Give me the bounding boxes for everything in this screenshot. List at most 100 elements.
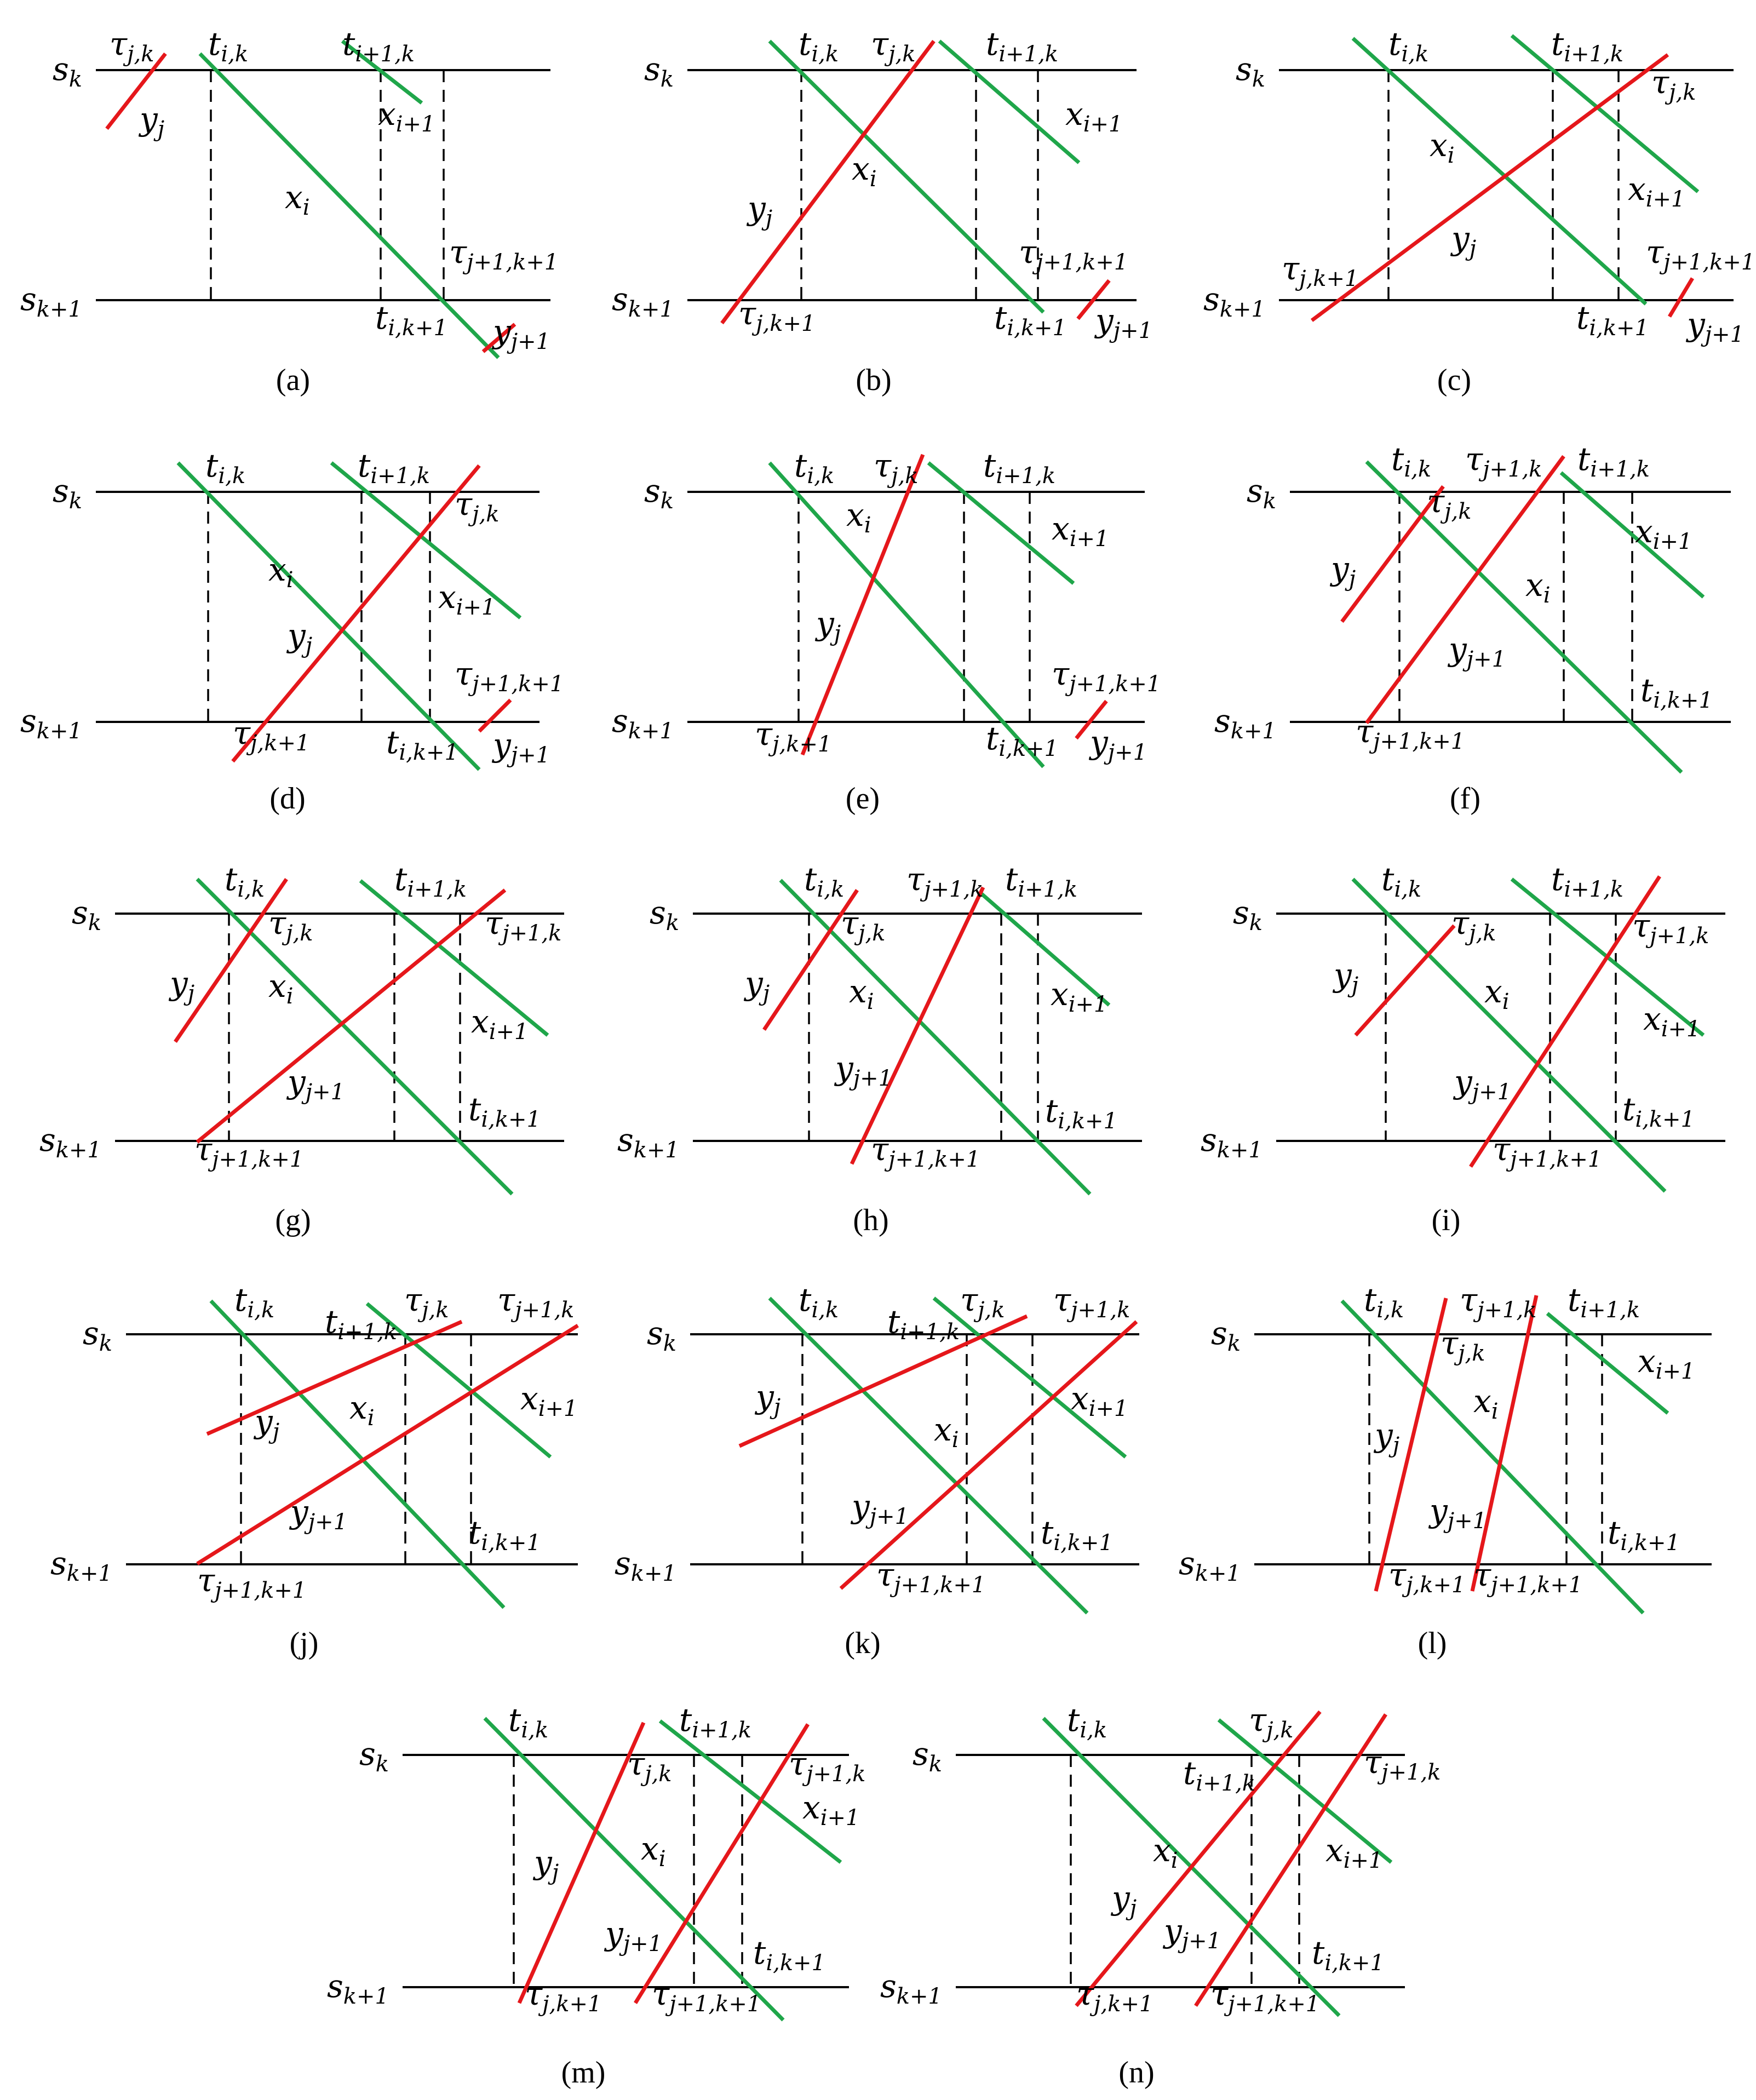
label-x-6-subscript: i+1	[538, 1396, 578, 1421]
label-x-4-subscript: i+1	[820, 1805, 860, 1831]
label-y-5: yj	[814, 605, 841, 646]
label-tau-6-base: τ	[1052, 655, 1070, 692]
label-y-4-base: y	[754, 1378, 774, 1415]
label-t-8-base: t	[1576, 299, 1589, 336]
station-label-sk: sk	[1236, 50, 1265, 92]
label-t-8: ti,k+1	[468, 1514, 541, 1556]
station-label-sk-subscript: k	[99, 1331, 112, 1356]
label-t-0-subscript: i,k	[237, 877, 265, 902]
label-y-7: yj+1	[1447, 630, 1506, 672]
label-tau-1-subscript: j,k	[1262, 1718, 1293, 1743]
label-tau-2-subscript: j,k	[468, 502, 499, 527]
label-tau-7: τj,k+1	[233, 714, 309, 756]
label-tau-3: τj,k	[1427, 483, 1471, 524]
label-t-0-subscript: i,k	[1394, 877, 1421, 902]
station-label-sk: sk	[72, 894, 101, 936]
label-x-4-base: x	[1052, 510, 1070, 547]
station-label-sk-subscript: k	[929, 1752, 942, 1777]
label-x-3: xi	[268, 551, 294, 593]
label-x-4: xi+1	[378, 95, 435, 137]
label-tau-2: τj,k	[268, 904, 313, 946]
label-y-7-base: y	[834, 1049, 854, 1087]
label-tau-2: τj+1,k	[1053, 1281, 1130, 1323]
station-label-sk1-subscript: k+1	[628, 297, 674, 322]
label-t-1-subscript: i,k	[221, 42, 248, 67]
label-tau-9-base: τ	[197, 1562, 215, 1599]
label-tau-2: τj,k	[1451, 904, 1496, 946]
label-tau-3: τj,k	[1441, 1324, 1485, 1366]
label-t-3: ti+1,k	[325, 1303, 397, 1345]
label-t-2: ti+1,k	[1577, 440, 1650, 482]
station-label-sk1-base: s	[50, 1545, 67, 1582]
train-y-line-2	[634, 1723, 810, 2004]
station-label-sk: sk	[359, 1735, 389, 1777]
label-x-5: xi+1	[1071, 1380, 1128, 1421]
station-label-sk1-subscript: k+1	[1195, 1561, 1241, 1586]
panel-caption: (i)	[1432, 1203, 1461, 1237]
label-tau-9-base: τ	[1076, 1975, 1094, 2012]
label-tau-7-subscript: j,k+1	[246, 731, 309, 756]
label-tau-10: τj+1,k+1	[1473, 1556, 1582, 1598]
label-t-2: ti+1,k	[986, 25, 1058, 67]
label-x-5: xi	[285, 179, 310, 220]
label-y-7-subscript: j+1	[1178, 1929, 1221, 1954]
label-tau-6: τj+1,k+1	[455, 655, 564, 697]
label-tau-6-base: τ	[1282, 250, 1300, 287]
station-label-sk-base: s	[1236, 50, 1252, 88]
station-label-sk1: sk+1	[1203, 280, 1265, 322]
label-t-1: ti,k	[208, 25, 248, 67]
label-tau-9-base: τ	[1356, 713, 1374, 750]
label-tau-2-subscript: j,k	[640, 1762, 672, 1787]
label-x-5-base: x	[1325, 1832, 1344, 1869]
label-x-6-base: x	[471, 1003, 489, 1040]
label-t-1-base: t	[1551, 860, 1564, 898]
label-x-4-subscript: i+1	[1653, 529, 1692, 554]
station-label-sk: sk	[83, 1315, 112, 1356]
label-tau-2: τj,k	[455, 485, 499, 527]
label-t-3-subscript: i+1,k	[900, 1319, 960, 1345]
station-label-sk-base: s	[1233, 894, 1249, 931]
label-x-3-base: x	[1430, 127, 1448, 164]
label-t-0-base: t	[1388, 25, 1402, 62]
panel-caption: (a)	[276, 363, 310, 397]
station-label-sk1-base: s	[880, 1967, 897, 2005]
label-tau-6: τj,k+1	[1282, 250, 1358, 291]
label-y-7: yj+1	[850, 1488, 909, 1529]
train-x-line-1	[768, 461, 1045, 768]
label-x-6-subscript: i+1	[489, 1019, 529, 1045]
label-tau-9: τj,k+1	[1076, 1975, 1153, 2017]
label-x-4: xi+1	[802, 1789, 859, 1831]
label-t-0-base: t	[234, 1281, 248, 1318]
label-tau-2-base: τ	[627, 1745, 645, 1782]
label-tau-9-subscript: j+1,k+1	[890, 1573, 985, 1598]
label-y-4: yj	[1332, 956, 1358, 998]
station-label-sk1-base: s	[20, 702, 37, 739]
label-t-2: ti+1,k	[1568, 1281, 1640, 1323]
label-y-5: yj	[532, 1844, 559, 1885]
label-x-5-subscript: i	[368, 1405, 375, 1431]
label-x-4-base: x	[1628, 170, 1646, 208]
label-y-7-base: y	[289, 1493, 309, 1530]
label-t-2-base: t	[986, 25, 999, 62]
label-x-6-base: x	[1525, 566, 1543, 604]
label-tau-9: τj,k+1	[1388, 1556, 1465, 1598]
label-x-4-subscript: i	[1171, 1848, 1178, 1873]
label-x-4: xi+1	[1628, 170, 1685, 212]
label-x-6-subscript: i	[659, 1846, 666, 1872]
label-tau-3-base: τ	[1364, 1743, 1382, 1781]
label-t-0: ti,k	[1388, 25, 1428, 67]
label-y-7-base: y	[1447, 630, 1467, 668]
panel-caption: (h)	[853, 1203, 888, 1237]
label-y-7: yj+1	[1428, 1492, 1487, 1534]
label-tau-6-base: τ	[1019, 233, 1037, 271]
label-x-3-subscript: i	[286, 567, 294, 593]
label-tau-9-base: τ	[1493, 1131, 1511, 1168]
train-x-line-2	[365, 1302, 552, 1459]
label-tau-9: τj+1,k+1	[197, 1562, 306, 1603]
label-tau-6: τj+1,k+1	[449, 233, 558, 275]
station-label-sk1-base: s	[39, 1121, 56, 1158]
